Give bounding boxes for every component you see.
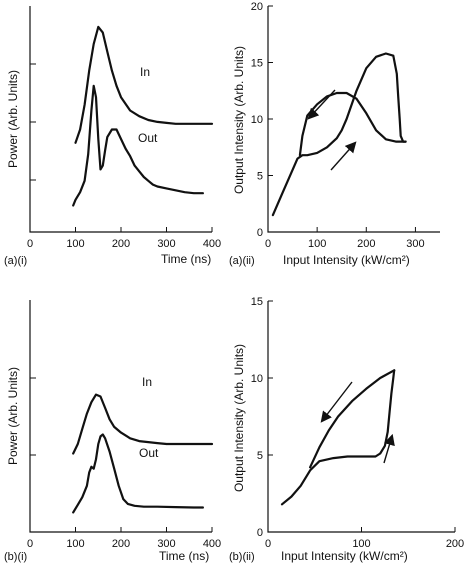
x-ticks: 0 100 200 300 400 — [27, 227, 221, 250]
y-axis-title: Power (Arb. Units) — [6, 70, 20, 168]
curve-in — [72, 393, 214, 455]
x-tick-label: 300 — [157, 538, 175, 550]
y-axis-title: Output Intensity (Arb. Units) — [232, 46, 246, 194]
axis-frame — [267, 6, 440, 233]
y-ticks: 0 5 10 15 — [251, 296, 273, 539]
curve-up-sweep — [271, 52, 407, 217]
x-ticks: 0 100 200 300 — [265, 227, 425, 250]
curve-out — [72, 433, 204, 514]
x-ticks: 0 100 200 300 400 — [27, 527, 221, 550]
panel-a-i: 0 100 200 300 400 In Out Power (Arb. Units) … — [4, 6, 221, 267]
y-tick-label: 15 — [251, 58, 263, 70]
curve-out — [72, 84, 204, 207]
x-tick-label: 0 — [265, 538, 271, 550]
axis-frame — [29, 300, 212, 533]
x-ticks: 0 100 200 — [265, 527, 464, 550]
x-tick-label: 300 — [157, 238, 175, 250]
y-tick-label: 0 — [257, 527, 263, 539]
y-tick-label: 15 — [251, 296, 263, 308]
y-tick-label: 20 — [251, 1, 263, 13]
panel-b-ii: 0 100 200 0 5 10 15 Output Intensity (Arb. Un… — [229, 296, 464, 563]
arrow-rightward — [383, 433, 395, 464]
x-tick-label: 200 — [446, 538, 464, 550]
panel-b-i: 0 100 200 300 400 In Out Power (Arb. Units) … — [4, 300, 221, 563]
y-axis-title: Power (Arb. Units) — [6, 367, 20, 465]
curve-down-sweep — [298, 91, 407, 157]
x-tick-label: 100 — [308, 238, 326, 250]
panel-label: (a)(i) — [4, 255, 27, 267]
series-label-in: In — [142, 375, 152, 389]
arrow-leftward — [320, 381, 353, 423]
panel-label: (a)(ii) — [229, 255, 255, 267]
series-label-in: In — [140, 65, 150, 79]
x-tick-label: 200 — [112, 538, 130, 550]
x-axis-title: Input Intensity (kW/cm²) — [283, 253, 410, 267]
y-tick-label: 10 — [251, 114, 263, 126]
x-axis-title: Time (ns) — [161, 252, 211, 266]
x-tick-label: 0 — [265, 238, 271, 250]
series-label-out: Out — [139, 446, 159, 460]
axis-frame — [267, 301, 455, 533]
x-tick-label: 300 — [406, 238, 424, 250]
y-tick-label: 5 — [257, 450, 263, 462]
x-tick-label: 100 — [66, 538, 84, 550]
panel-a-ii: 0 100 200 300 0 5 10 15 20 Output Intensity (Ar… — [229, 1, 440, 267]
x-axis-title: Time (ns) — [159, 549, 209, 563]
curve-down-sweep — [309, 369, 396, 469]
x-tick-label: 400 — [203, 238, 221, 250]
x-tick-label: 400 — [203, 538, 221, 550]
x-tick-label: 100 — [352, 538, 370, 550]
y-axis-title: Output Intensity (Arb. Units) — [232, 344, 246, 492]
x-tick-label: 200 — [357, 238, 375, 250]
arrow-rightward — [330, 141, 357, 171]
axis-frame — [29, 6, 212, 233]
curve-in — [74, 25, 214, 144]
y-tick-label: 5 — [257, 171, 263, 183]
x-tick-label: 0 — [27, 238, 33, 250]
x-tick-label: 100 — [66, 238, 84, 250]
x-tick-label: 0 — [27, 538, 33, 550]
x-tick-label: 200 — [112, 238, 130, 250]
curve-up-sweep — [280, 369, 396, 506]
y-ticks: 0 5 10 15 20 — [251, 1, 273, 239]
y-tick-label: 0 — [257, 227, 263, 239]
arrow-leftward — [307, 89, 336, 120]
panel-label: (b)(i) — [4, 551, 27, 563]
x-axis-title: Input Intensity (kW/cm²) — [281, 549, 408, 563]
y-tick-label: 10 — [251, 373, 263, 385]
panel-label: (b)(ii) — [229, 551, 255, 563]
series-label-out: Out — [138, 131, 158, 145]
